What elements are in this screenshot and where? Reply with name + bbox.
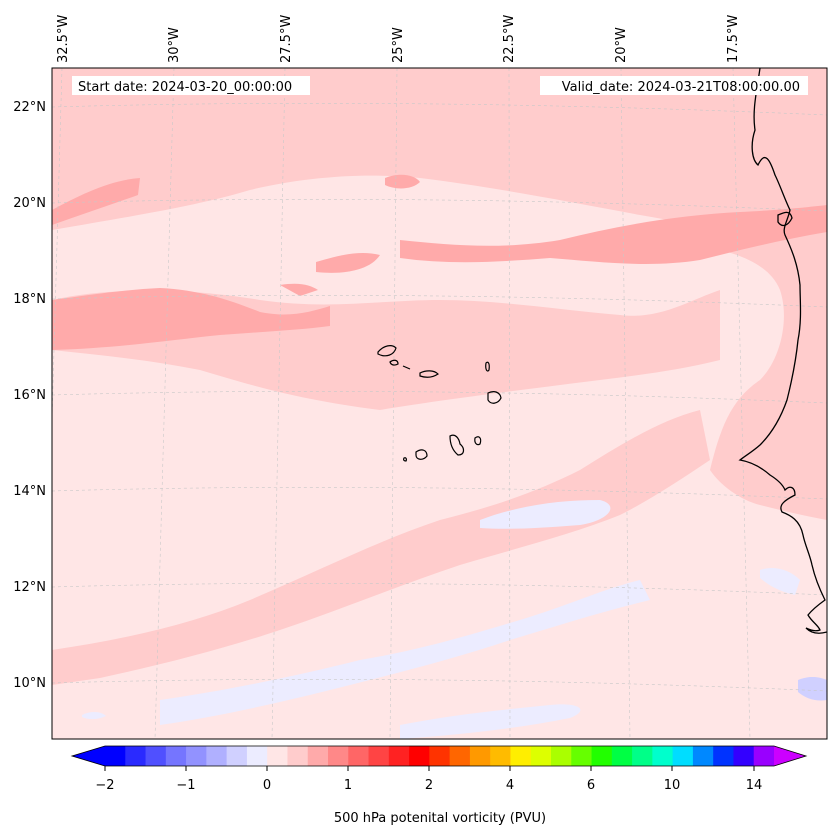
lon-label-20w: 20°W bbox=[614, 27, 629, 63]
colorbar-cell bbox=[368, 746, 390, 766]
lon-label-27-5w: 27.5°W bbox=[279, 15, 294, 63]
colorbar-cell bbox=[611, 746, 633, 766]
colorbar-cell bbox=[388, 746, 410, 766]
colorbar-cell bbox=[226, 746, 248, 766]
colorbar-cell bbox=[469, 746, 491, 766]
colorbar-under-arrow bbox=[72, 746, 105, 766]
lat-label-16n: 16°N bbox=[13, 388, 46, 403]
colorbar-tick-label: 2 bbox=[425, 778, 433, 793]
colorbar: −2 −1 0 1 2 4 6 10 14 500 hPa potenital … bbox=[70, 745, 808, 826]
lat-label-14n: 14°N bbox=[13, 484, 46, 499]
colorbar-tick-label: 10 bbox=[664, 778, 681, 793]
lat-label-12n: 12°N bbox=[13, 580, 46, 595]
colorbar-cell bbox=[246, 746, 268, 766]
colorbar-tick-label: 1 bbox=[344, 778, 352, 793]
colorbar-cell bbox=[348, 746, 370, 766]
coastline-africa bbox=[738, 68, 827, 634]
valid-date-box bbox=[540, 76, 808, 95]
colorbar-tick-labels: −2 −1 0 1 2 4 6 10 14 bbox=[95, 778, 762, 793]
colorbar-cell bbox=[287, 746, 309, 766]
pv-contour-negative-strong bbox=[798, 676, 827, 701]
colorbar-cell bbox=[571, 746, 593, 766]
colorbar-cell bbox=[307, 746, 329, 766]
cape-verde-islands bbox=[377, 345, 502, 462]
colorbar-cell bbox=[753, 746, 775, 766]
colorbar-cell bbox=[267, 746, 288, 766]
start-date-box bbox=[72, 76, 310, 95]
latitude-labels: 22°N 20°N 18°N 16°N 14°N 12°N 10°N bbox=[13, 100, 46, 691]
colorbar-cell bbox=[551, 746, 572, 766]
colorbar-tick-label: −2 bbox=[95, 778, 114, 793]
lon-label-25w: 25°W bbox=[391, 27, 406, 63]
lat-label-18n: 18°N bbox=[13, 292, 46, 307]
colorbar-tick-label: 6 bbox=[587, 778, 595, 793]
colorbar-cell bbox=[510, 746, 532, 766]
colorbar-cell bbox=[632, 746, 653, 766]
colorbar-cell bbox=[449, 746, 471, 766]
colorbar-cell bbox=[692, 746, 714, 766]
colorbar-tick-label: 14 bbox=[746, 778, 763, 793]
graticule bbox=[52, 68, 827, 739]
colorbar-cell bbox=[165, 746, 187, 766]
colorbar-cell bbox=[186, 746, 207, 766]
valid-date-label: Valid_date: 2024-03-21T08:00:00.00 bbox=[562, 80, 800, 95]
colorbar-over-arrow bbox=[774, 746, 806, 766]
colorbar-cell bbox=[429, 746, 451, 766]
lon-label-22-5w: 22.5°W bbox=[502, 15, 517, 63]
colorbar-cell bbox=[145, 746, 167, 766]
pv-contour-medium bbox=[52, 174, 827, 350]
colorbar-tick-label: 4 bbox=[506, 778, 514, 793]
colorbar-tick-label: 0 bbox=[263, 778, 271, 793]
colorbar-cell bbox=[490, 746, 511, 766]
lat-label-22n: 22°N bbox=[13, 100, 46, 115]
lon-label-30w: 30°W bbox=[167, 27, 182, 63]
colorbar-cell bbox=[652, 746, 674, 766]
colorbar-cell bbox=[591, 746, 613, 766]
map-panel: Start date: 2024-03-20_00:00:00 Valid_da… bbox=[52, 68, 827, 739]
colorbar-cell bbox=[105, 746, 126, 766]
colorbar-cell bbox=[206, 746, 228, 766]
colorbar-cell bbox=[713, 746, 734, 766]
map-frame bbox=[51, 67, 828, 740]
lat-label-10n: 10°N bbox=[13, 676, 46, 691]
start-date-label: Start date: 2024-03-20_00:00:00 bbox=[78, 80, 292, 95]
colorbar-cell bbox=[530, 746, 552, 766]
colorbar-cell bbox=[672, 746, 694, 766]
longitude-labels: 32.5°W 30°W 27.5°W 25°W 22.5°W 20°W 17.5… bbox=[56, 15, 741, 63]
colorbar-tick-label: −1 bbox=[176, 778, 195, 793]
lon-label-32-5w: 32.5°W bbox=[56, 15, 71, 63]
colorbar-cell bbox=[409, 746, 430, 766]
colorbar-cells bbox=[105, 746, 775, 766]
pv-contour-negative bbox=[82, 500, 800, 739]
colorbar-cell bbox=[733, 746, 755, 766]
colorbar-ticks bbox=[104, 766, 755, 771]
colorbar-cell bbox=[328, 746, 349, 766]
pv-contour-light bbox=[52, 68, 827, 685]
lon-label-17-5w: 17.5°W bbox=[726, 15, 741, 63]
colorbar-cell bbox=[125, 746, 147, 766]
colorbar-title: 500 hPa potenital vorticity (PVU) bbox=[334, 811, 546, 826]
lat-label-20n: 20°N bbox=[13, 196, 46, 211]
